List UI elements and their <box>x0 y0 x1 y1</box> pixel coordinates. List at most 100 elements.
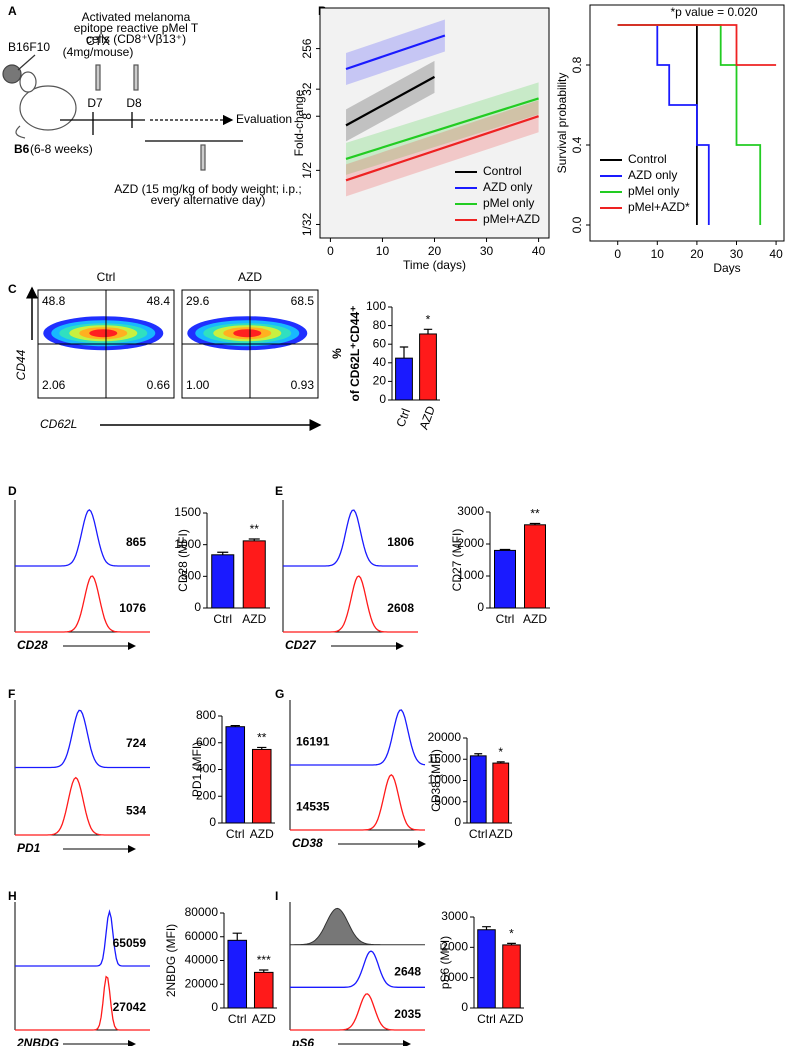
panel-letter: G <box>275 687 284 701</box>
y-axis-label: CD27 (MFI) <box>450 529 464 592</box>
histogram-curve <box>290 773 425 831</box>
evaluation-label: Evaluation <box>236 112 292 126</box>
legend-label: AZD only <box>628 168 677 182</box>
y-tick-label: 500 <box>181 569 201 583</box>
x-tick-label: 30 <box>730 247 744 261</box>
x-axis-label: Days <box>713 261 740 275</box>
flow-axis-label: CD62L <box>40 417 77 431</box>
y-axis-label: pS6 (MFI) <box>438 936 452 989</box>
quadrant-value: 68.5 <box>291 294 315 308</box>
legend-label: pMel+AZD* <box>628 200 690 214</box>
plot-frame <box>319 7 550 239</box>
histogram-curve <box>15 575 150 633</box>
y-tick-label: 1/32 <box>300 212 314 236</box>
series-line <box>617 24 777 66</box>
y-tick-label: 0.8 <box>570 56 584 73</box>
y-tick-label: 0 <box>209 815 216 829</box>
histogram-value: 1076 <box>119 601 146 615</box>
error-bar <box>482 926 491 930</box>
significance: * <box>509 927 514 941</box>
x-axis-label: Time (days) <box>403 258 466 272</box>
x-tick-label: Ctrl <box>213 612 232 626</box>
y-tick-label: 20000 <box>428 730 462 744</box>
histogram-curve <box>290 709 426 766</box>
tcell-label: Activated melanoma <box>82 10 191 24</box>
quadrant-value: 48.4 <box>147 294 171 308</box>
error-bar <box>474 753 483 756</box>
y-tick-label: 1000 <box>441 970 468 984</box>
y-tick-label: 2000 <box>441 940 468 954</box>
x-tick-label: AZD <box>489 827 513 841</box>
y-tick-label: 20000 <box>185 976 219 990</box>
histogram-marker: CD38 <box>292 836 323 850</box>
panel-letter: C <box>8 282 17 296</box>
significance: * <box>426 312 431 326</box>
x-tick-label: AZD <box>417 404 438 432</box>
significance: ** <box>250 522 260 536</box>
tcell-label: cells (CD8⁺Vβ13⁺) <box>86 32 186 46</box>
y-tick-label: 32 <box>300 82 314 96</box>
x-tick-label: 10 <box>376 244 390 258</box>
bar <box>469 755 487 824</box>
histogram-value: 1806 <box>387 535 414 549</box>
histogram-marker: PD1 <box>17 841 41 855</box>
error-bar <box>529 522 541 525</box>
panel-letter: F <box>8 687 15 701</box>
error-bar <box>399 346 409 359</box>
flow-density <box>233 329 262 338</box>
quadrant-value: 0.93 <box>291 378 315 392</box>
quadrant-value: 48.8 <box>42 294 66 308</box>
x-tick-label: Ctrl <box>393 407 413 429</box>
error-bar <box>507 942 516 945</box>
histogram-curve <box>283 575 418 633</box>
y-tick-label: 3000 <box>457 504 484 518</box>
tcell-label: epitope reactive pMel T <box>74 21 199 35</box>
histogram-value: 724 <box>126 736 146 750</box>
y-tick-label: 1/2 <box>300 162 314 179</box>
x-tick-label: 40 <box>769 247 783 261</box>
panel-letter: H <box>8 889 17 903</box>
x-tick-label: Ctrl <box>477 1012 496 1026</box>
azd-label: every alternative day) <box>151 193 266 207</box>
x-tick-label: AZD <box>523 612 547 626</box>
x-tick-label: 40 <box>532 244 546 258</box>
x-tick-label: 20 <box>428 244 442 258</box>
histogram-value: 2608 <box>387 601 414 615</box>
histogram-curve <box>15 975 150 1031</box>
histogram-value: 27042 <box>113 1000 147 1014</box>
y-tick-label: 0 <box>194 600 201 614</box>
y-axis-label: Survival probability <box>555 73 569 174</box>
y-tick-label: 0 <box>477 600 484 614</box>
error-bar <box>230 725 240 727</box>
bar <box>524 524 546 609</box>
significance: ** <box>530 507 540 521</box>
x-tick-label: AZD <box>252 1012 276 1026</box>
x-tick-label: AZD <box>242 612 266 626</box>
y-tick-label: 60 <box>373 336 387 350</box>
histogram-value: 2648 <box>394 965 421 979</box>
bar <box>395 357 413 401</box>
legend-label: AZD only <box>483 180 532 194</box>
y-tick-label: 0 <box>211 1000 218 1014</box>
bar <box>253 971 274 1009</box>
x-tick-label: Ctrl <box>226 827 245 841</box>
y-tick-label: 10000 <box>428 773 462 787</box>
y-tick-label: 8 <box>300 113 314 120</box>
y-tick-label: 0.0 <box>570 216 584 233</box>
histogram-marker: CD28 <box>17 638 48 652</box>
bar <box>251 748 272 824</box>
series-line <box>345 97 539 160</box>
panel-letter: I <box>275 889 278 903</box>
x-tick-label: Ctrl <box>496 612 515 626</box>
y-tick-label: 1000 <box>174 537 201 551</box>
bar <box>494 549 516 609</box>
mouse-age: (6-8 weeks) <box>30 142 93 156</box>
bar <box>242 540 266 609</box>
y-tick-label: 80000 <box>185 905 219 919</box>
flow-title: AZD <box>238 270 262 284</box>
histogram-curve <box>15 509 150 567</box>
x-tick-label: AZD <box>250 827 274 841</box>
y-tick-label: 3000 <box>441 909 468 923</box>
significance: * <box>498 745 503 759</box>
y-tick-label: 15000 <box>428 751 462 765</box>
